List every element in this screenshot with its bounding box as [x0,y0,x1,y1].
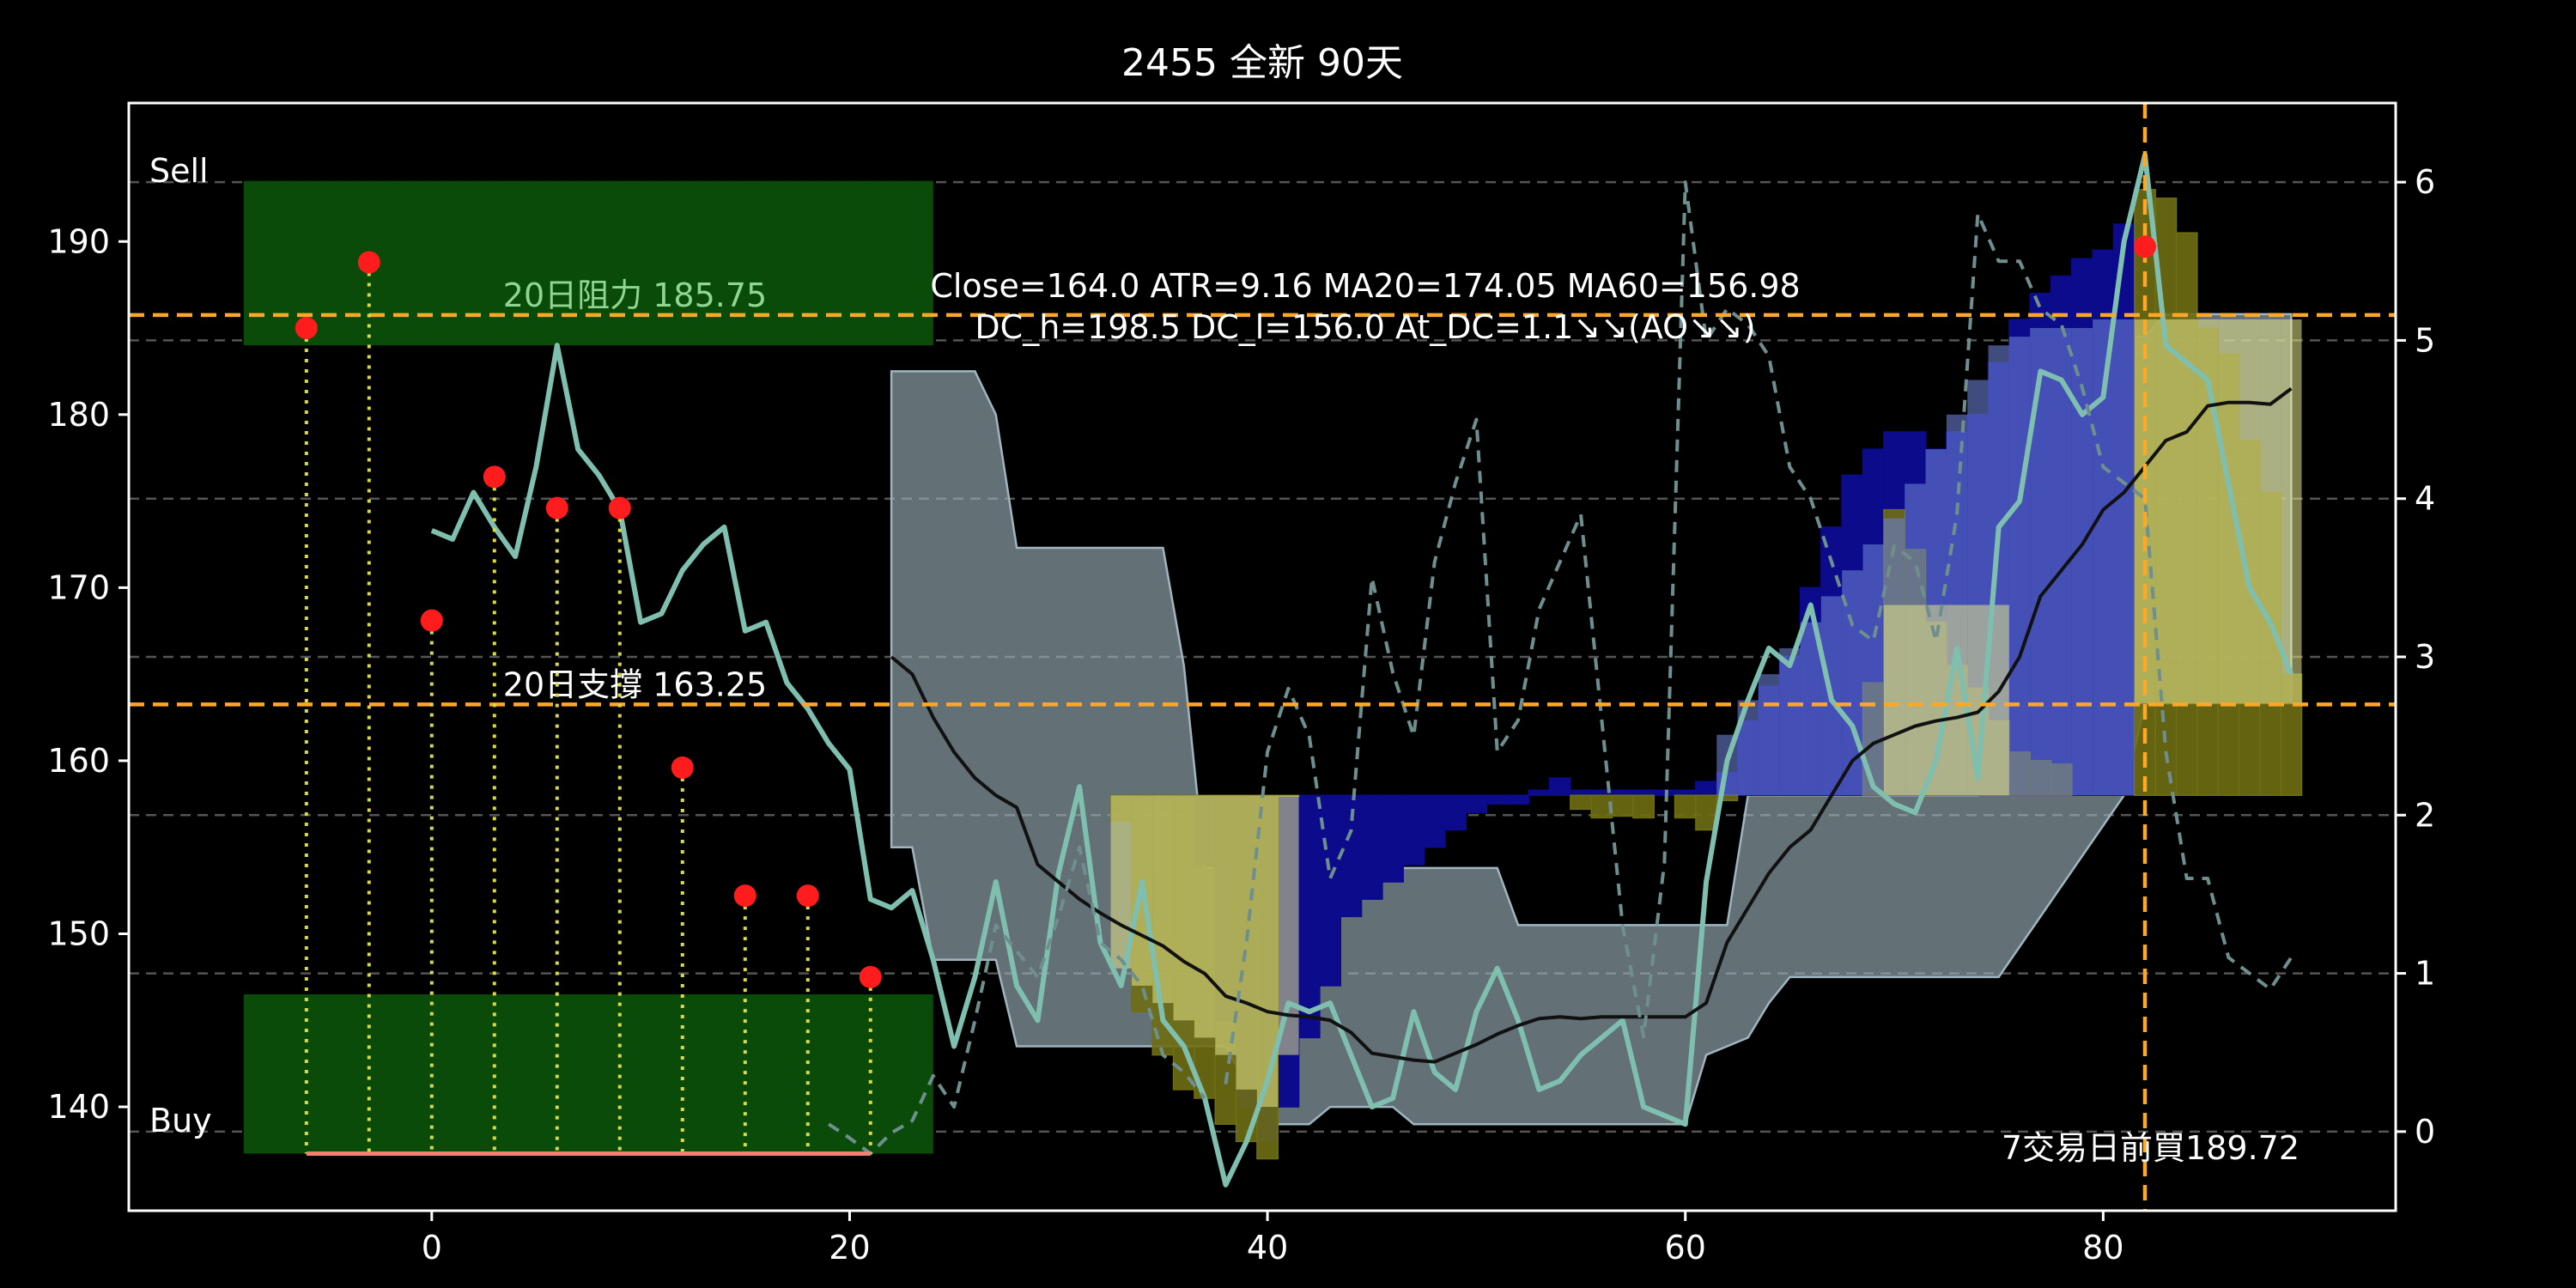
y2-tick-label: 6 [2415,163,2435,201]
zone-buy [243,994,933,1154]
signal-point [420,609,443,632]
fill-area-blue [2008,337,2031,796]
y-tick-label: 190 [47,222,110,260]
reference-label: 20日支撐 163.25 [503,665,767,703]
signal-point [733,884,756,908]
signal-point [671,756,694,779]
fill-area-yellow [2155,319,2177,704]
signal-point [295,317,318,340]
signal-point [357,251,380,274]
reference-label: 20日阻力 185.75 [503,276,767,314]
histogram-bar-blue [1423,794,1446,848]
y-tick-label: 140 [47,1088,110,1126]
histogram-bar-blue [1674,789,1697,796]
x-tick-label: 60 [1665,1229,1706,1267]
histogram-bar-blue [1507,794,1529,805]
histogram-bar-blue [1528,789,1551,796]
fill-area-blue [1758,674,1780,796]
histogram-bar-blue [1297,794,1321,1039]
histogram-bar-olive [1570,794,1592,811]
y-tick-label: 180 [47,396,110,434]
signal-point [2134,235,2157,258]
x-tick-label: 80 [2082,1229,2123,1267]
plot-area: 20日阻力 185.75 20日支撐 163.25 Sell Buy Close=164… [47,101,2435,1267]
fill-area-blue [2113,319,2135,796]
histogram-bar-blue [1402,794,1425,866]
fill-area-blue [2030,328,2051,796]
fill-area-blue [1800,622,1821,796]
fill-area-yellow [1236,795,1257,1090]
histogram-bar-blue [1695,781,1717,796]
close-price-line [430,152,2294,1188]
chart-title: 2455 全新 90天 [1121,41,1403,85]
zone-label-sell: Sell [149,152,209,190]
stats-annotation: DC_h=198.5 DC_l=156.0 At_DC=1.1↘↘(AO↘↘) [975,308,1755,346]
signal-point [608,496,631,519]
histogram-bar-blue [1632,789,1655,796]
fill-area-blue [1779,647,1801,796]
histogram-bar-blue [1444,794,1467,831]
fill-area-yellow [1215,795,1236,1055]
fill-area-yellow [2176,319,2197,704]
histogram-bar-blue [1360,794,1383,900]
fill-area-yellow [1905,605,1926,796]
zone-label-buy: Buy [149,1102,212,1139]
signal-point [796,884,819,908]
histogram-bar-blue [1653,789,1676,796]
fill-area-yellow [1194,795,1216,1038]
stats-annotation: Close=164.0 ATR=9.16 MA20=174.05 MA60=15… [930,267,1800,305]
fill-area-yellow [1883,605,1905,796]
fill-area-blue [1862,544,1884,796]
fill-area-yellow [2239,319,2260,704]
x-tick-label: 20 [829,1229,870,1267]
signal-point [859,965,882,988]
fill-area-blue [1842,570,1863,796]
histogram-bar-olive [1674,794,1697,819]
histogram-bar-blue [1548,777,1571,796]
fill-area-yellow [1173,795,1194,1021]
x-tick-label: 0 [422,1229,442,1267]
y2-tick-label: 4 [2415,480,2435,518]
histogram-bar-blue [1570,789,1592,796]
histogram-bar-blue [1611,789,1634,796]
y2-tick-label: 1 [2415,955,2435,993]
fill-area-yellow [2281,319,2302,704]
y2-tick-label: 0 [2415,1113,2435,1151]
moving-average-line [890,386,2293,1064]
signal-point [545,496,568,519]
histogram-bar-blue [1485,794,1509,805]
histogram-bar-blue [1465,794,1488,814]
buy-annotation: 7交易日前買189.72 [2002,1129,2300,1167]
histogram-bar-blue [1382,794,1404,883]
x-tick-label: 40 [1247,1229,1288,1267]
y-tick-label: 150 [47,915,110,953]
y-tick-label: 170 [47,568,110,606]
y-tick-label: 160 [47,742,110,780]
zone-sell [243,180,933,346]
y2-tick-label: 2 [2415,796,2435,834]
y2-tick-label: 5 [2415,321,2435,359]
histogram-bar-olive [1632,794,1655,819]
signal-point [483,465,506,489]
y2-tick-label: 3 [2415,638,2435,676]
histogram-bar-olive [1611,794,1634,817]
